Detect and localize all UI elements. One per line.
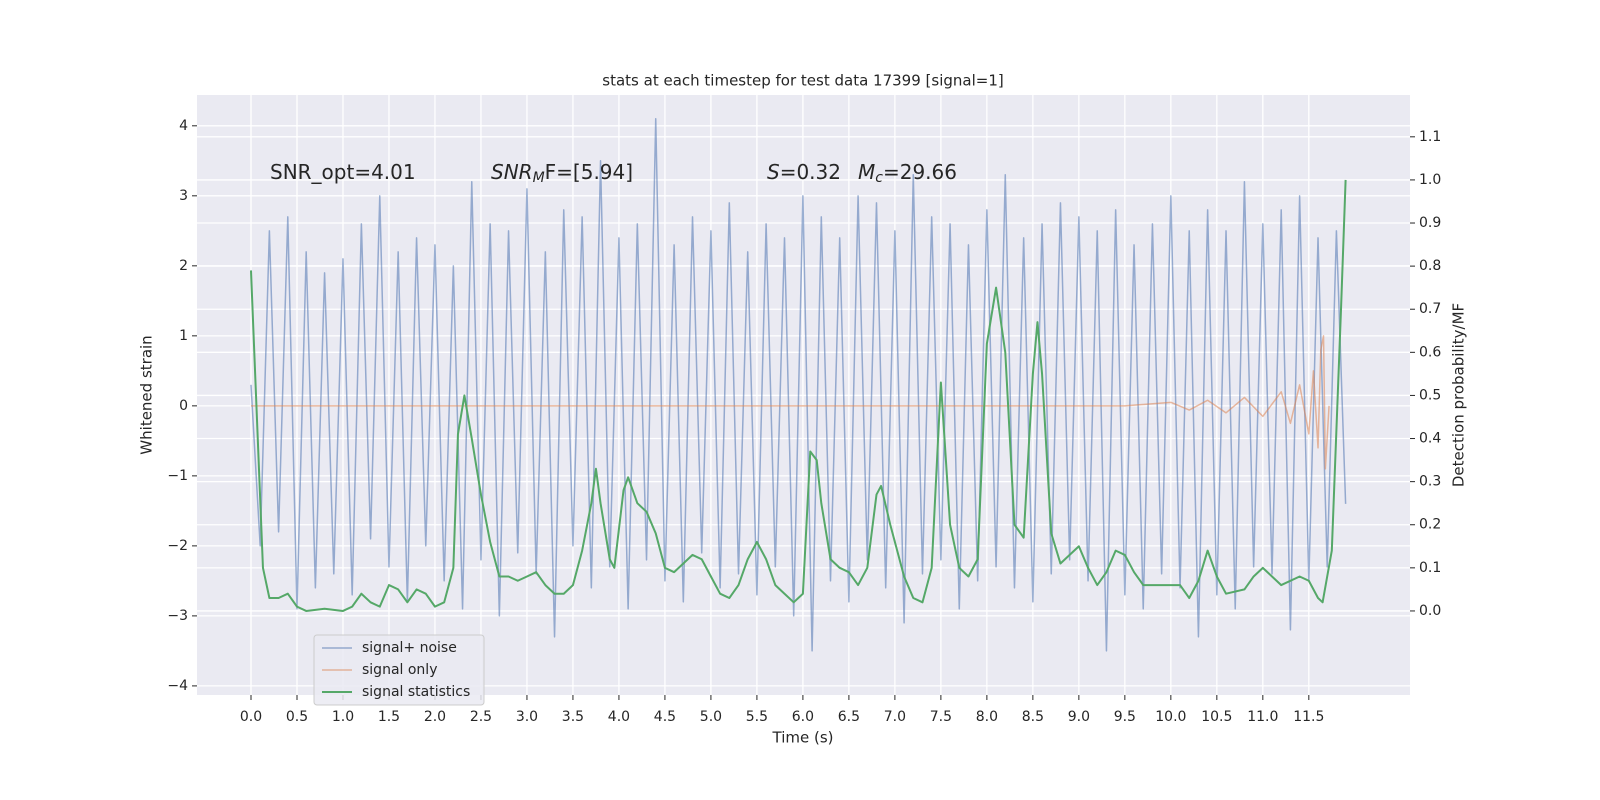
series-line (249, 179, 1347, 612)
annotation: SNRMF=[5.94] (491, 160, 633, 187)
y2-tick-label: 1.1 (1419, 129, 1441, 145)
annotation: SNR_opt=4.01 (270, 160, 416, 184)
annotation-sub: M (533, 170, 545, 186)
annotation: S=0.32 (767, 160, 841, 184)
y2-tick-label: 0.0 (1419, 603, 1441, 619)
y-tick-label: 0 (179, 398, 188, 414)
annotation-rest: =29.66 (883, 160, 957, 184)
annotation-base: SNR (491, 160, 533, 184)
x-tick-label: 9.0 (1068, 709, 1090, 725)
x-tick-label: 4.5 (654, 709, 676, 725)
x-tick-label: 2.0 (424, 709, 446, 725)
annotation-rest: =0.32 (780, 160, 841, 184)
y2-tick-label: 0.5 (1419, 387, 1441, 403)
x-tick-label: 8.5 (1022, 709, 1044, 725)
marks (249, 118, 1347, 652)
x-tick-label: 3.5 (562, 709, 584, 725)
x-tick-label: 7.0 (884, 709, 906, 725)
x-axis-label: Time (s) (772, 729, 834, 747)
x-tick-label: 8.0 (976, 709, 998, 725)
y2-tick-label: 0.4 (1419, 431, 1441, 447)
annotations: SNR_opt=4.01 SNRMF=[5.94] S=0.32 Mc=29.66 (270, 160, 957, 187)
y-tick-label: 3 (179, 188, 188, 204)
y-tick-label: 4 (179, 118, 188, 134)
y2-tick-label: 0.6 (1419, 344, 1441, 360)
x-tick-label: 5.5 (746, 709, 768, 725)
x-tick-label: 0.0 (240, 709, 262, 725)
y-tick-label: −2 (167, 538, 188, 554)
x-tick-label: 2.5 (470, 709, 492, 725)
x-tick-label: 9.5 (1114, 709, 1136, 725)
y2-tick-label: 0.8 (1419, 258, 1441, 274)
legend-label: signal statistics (362, 684, 470, 700)
legend-label: signal only (362, 662, 437, 678)
x-tick-label: 6.5 (838, 709, 860, 725)
annotation-base: SNR_opt=4.01 (270, 160, 416, 184)
x-tick-label: 10.5 (1201, 709, 1232, 725)
x-tick-label: 3.0 (516, 709, 538, 725)
legend-box (313, 634, 485, 706)
x-tick-label: 4.0 (608, 709, 630, 725)
x-tick-label: 5.0 (700, 709, 722, 725)
x-tick-label: 7.5 (930, 709, 952, 725)
y2-tick-label: 1.0 (1419, 172, 1441, 188)
y-tick-label: −1 (167, 468, 188, 484)
y2-tick-label: 0.9 (1419, 215, 1441, 231)
x-tick-label: 11.0 (1247, 709, 1278, 725)
y2-tick-label: 0.7 (1419, 301, 1441, 317)
x-tick-label: 11.5 (1293, 709, 1324, 725)
x-tick-label: 6.0 (792, 709, 814, 725)
y-tick-label: −3 (167, 608, 188, 624)
annotation-rest: F=[5.94] (545, 160, 633, 184)
annotation-base: M (858, 160, 875, 184)
x-tick-label: 0.5 (286, 709, 308, 725)
x-tick-label: 1.0 (332, 709, 354, 725)
legend: signal+ noise signal only signal statistic… (313, 634, 485, 706)
y2-tick-label: 0.2 (1419, 517, 1441, 533)
series-line (250, 335, 1330, 470)
y2-tick-label: 0.1 (1419, 560, 1441, 576)
x-tick-label: 10.0 (1155, 709, 1186, 725)
y-tick-label: 1 (179, 328, 188, 344)
y-tick-label: −4 (167, 678, 188, 694)
annotation-sub: c (875, 170, 883, 186)
chart-title: stats at each timestep for test data 173… (602, 72, 1003, 90)
y-axis-label: Whitened strain (138, 335, 156, 454)
y2-tick-label: 0.3 (1419, 474, 1441, 490)
annotation: Mc=29.66 (858, 160, 957, 187)
x-tick-label: 1.5 (378, 709, 400, 725)
y2-axis-label: Detection probability/MF (1450, 303, 1468, 487)
y-tick-label: 2 (179, 258, 188, 274)
legend-label: signal+ noise (362, 640, 457, 656)
annotation-base: S (767, 160, 780, 184)
